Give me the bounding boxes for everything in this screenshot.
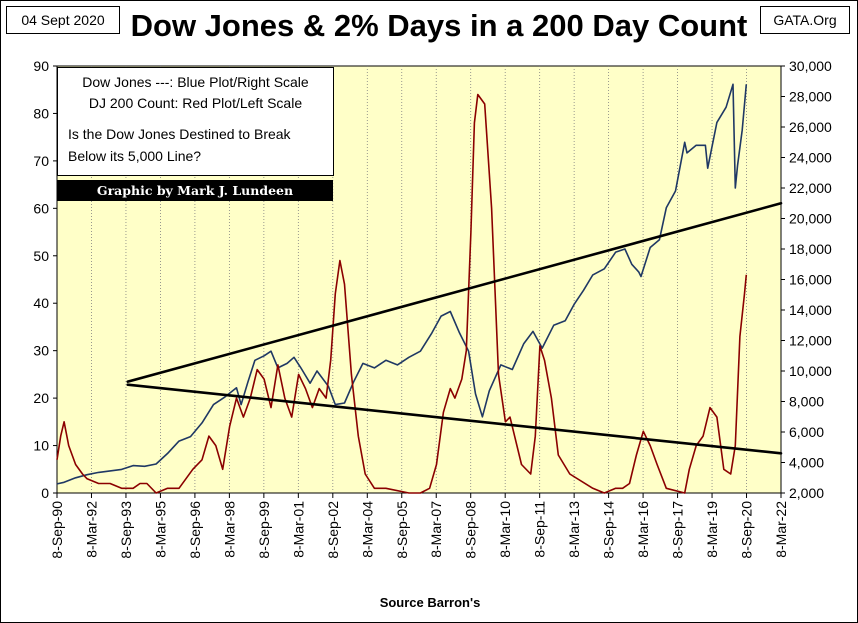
site-label: GATA.Org — [760, 6, 850, 34]
x-tick-label: 8-Mar-10 — [497, 501, 513, 558]
left-tick-label: 60 — [33, 200, 49, 216]
left-tick-label: 0 — [41, 485, 49, 501]
x-tick-label: 8-Mar-07 — [428, 501, 444, 558]
right-tick-label: 8,000 — [789, 394, 824, 410]
legend-dow-line: Dow Jones ---: Blue Plot/Right Scale — [82, 74, 309, 90]
x-tick-label: 8-Mar-92 — [83, 501, 99, 558]
left-tick-label: 50 — [33, 248, 49, 264]
left-tick-label: 90 — [33, 58, 49, 74]
left-axis: 0 10 20 30 40 50 60 70 80 90 — [33, 58, 57, 501]
right-tick-label: 16,000 — [789, 272, 832, 288]
x-tick-label: 8-Sep-90 — [49, 501, 65, 559]
right-tick-label: 30,000 — [789, 58, 832, 74]
x-tick-label: 8-Mar-95 — [152, 501, 168, 558]
question-line-1: Is the Dow Jones Destined to Break — [68, 126, 291, 142]
right-tick-label: 26,000 — [789, 119, 832, 135]
x-tick-label: 8-Mar-98 — [221, 501, 237, 558]
right-tick-label: 20,000 — [789, 211, 832, 227]
x-tick-label: 8-Sep-93 — [118, 501, 134, 559]
x-tick-label: 8-Sep-08 — [463, 501, 479, 559]
source-label: Source Barron's — [379, 595, 481, 610]
credit-banner: Graphic by Mark J. Lundeen — [57, 180, 333, 201]
right-axis: 2,000 4,000 6,000 8,000 10,000 12,000 14,000 16… — [781, 58, 832, 501]
x-tick-label: 8-Mar-22 — [773, 501, 789, 558]
legend-count-line: DJ 200 Count: Red Plot/Left Scale — [88, 95, 303, 111]
right-tick-label: 4,000 — [789, 455, 824, 471]
chart-title: Dow Jones & 2% Days in a 200 Day Count — [130, 8, 748, 43]
left-tick-label: 70 — [33, 153, 49, 169]
right-tick-label: 22,000 — [789, 180, 832, 196]
left-tick-label: 20 — [33, 390, 49, 406]
question-line-2: Below its 5,000 Line? — [68, 148, 202, 164]
right-tick-label: 24,000 — [789, 150, 832, 166]
x-tick-label: 8-Sep-14 — [601, 501, 617, 559]
x-tick-label: 8-Mar-16 — [635, 501, 651, 558]
x-tick-label: 8-Sep-11 — [532, 501, 548, 558]
legend-note-box: Dow Jones ---: Blue Plot/Right Scale DJ … — [57, 67, 334, 176]
dj-200-count-line — [56, 93, 748, 494]
x-tick-label: 8-Mar-01 — [290, 501, 306, 558]
left-tick-label: 40 — [33, 295, 49, 311]
left-tick-label: 10 — [33, 438, 49, 454]
right-tick-label: 14,000 — [789, 302, 832, 318]
right-tick-label: 2,000 — [789, 485, 824, 501]
right-tick-label: 6,000 — [789, 424, 824, 440]
x-axis: 8-Sep-90 8-Mar-92 8-Sep-93 8-Mar-95 8-Sep-96… — [49, 493, 789, 559]
lower-trend-line — [126, 383, 783, 455]
x-tick-label: 8-Sep-17 — [670, 501, 686, 559]
left-tick-label: 80 — [33, 105, 49, 121]
x-tick-label: 8-Sep-99 — [256, 501, 272, 559]
left-tick-label: 30 — [33, 343, 49, 359]
right-tick-label: 12,000 — [789, 333, 832, 349]
right-tick-label: 28,000 — [789, 89, 832, 105]
dow-jones-line — [56, 83, 748, 485]
x-tick-label: 8-Mar-13 — [566, 501, 582, 558]
x-tick-label: 8-Mar-19 — [704, 501, 720, 558]
upper-trend-line — [126, 201, 783, 383]
date-label: 04 Sept 2020 — [6, 6, 120, 34]
right-tick-label: 18,000 — [789, 241, 832, 257]
x-tick-label: 8-Sep-96 — [187, 501, 203, 559]
x-tick-label: 8-Mar-04 — [359, 501, 375, 558]
right-tick-label: 10,000 — [789, 363, 832, 379]
trend-layer — [126, 201, 783, 455]
x-tick-label: 8-Sep-05 — [394, 501, 410, 559]
x-tick-label: 8-Sep-02 — [325, 501, 341, 559]
series-layer — [56, 83, 748, 494]
x-tick-label: 8-Sep-20 — [739, 501, 755, 559]
